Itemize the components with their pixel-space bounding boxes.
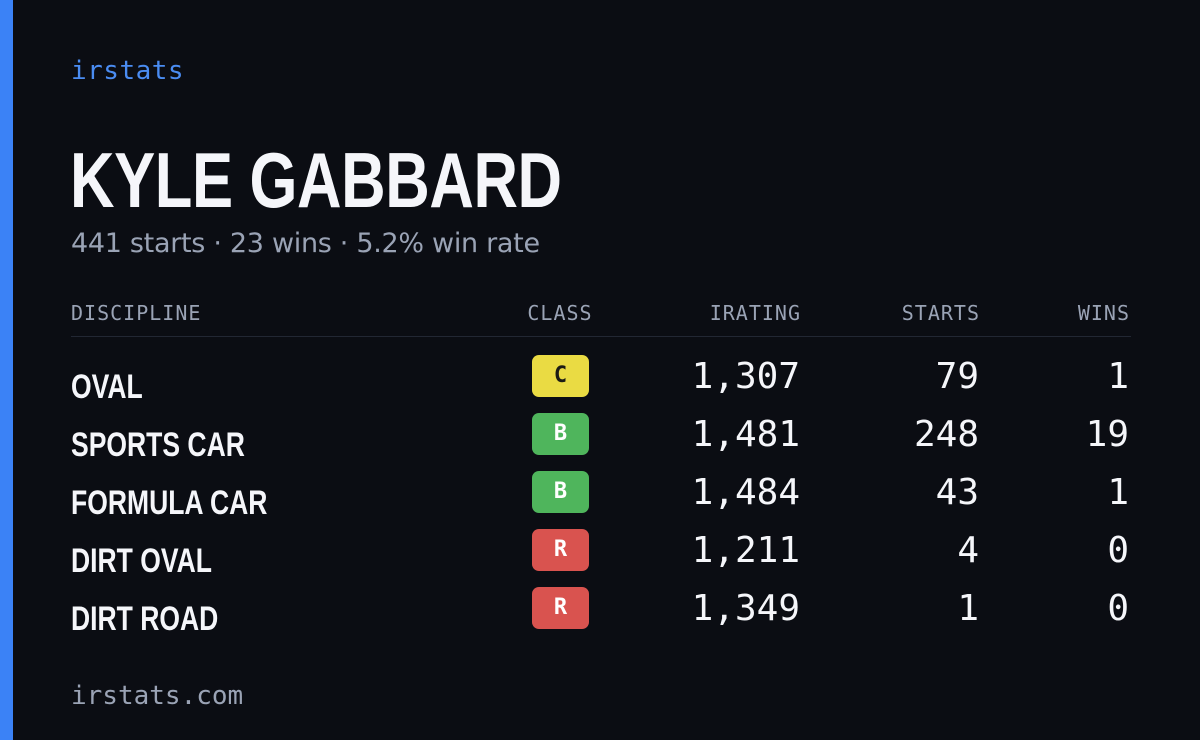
header-discipline: DISCIPLINE	[71, 301, 202, 325]
accent-bar	[0, 0, 13, 740]
discipline-name: DIRT ROAD	[71, 600, 219, 638]
irating-value: 1,307	[691, 356, 800, 397]
table-row-sports-car: SPORTS CAR B 1,481 248 19	[71, 412, 1131, 470]
header-wins: WINS	[1077, 301, 1130, 325]
header-irating: IRATING	[709, 301, 801, 325]
discipline-name: DIRT OVAL	[71, 542, 212, 580]
brand-logo: irstats	[71, 56, 185, 86]
driver-summary: 441 starts · 23 wins · 5.2% win rate	[71, 228, 540, 259]
wins-value: 1	[1107, 356, 1129, 397]
discipline-name: SPORTS CAR	[71, 426, 245, 464]
irating-value: 1,481	[691, 414, 800, 455]
irating-value: 1,349	[691, 588, 800, 629]
table-row-formula-car: FORMULA CAR B 1,484 43 1	[71, 470, 1131, 528]
starts-value: 248	[913, 414, 979, 455]
driver-name: KYLE GABBARD	[70, 136, 562, 224]
wins-value: 0	[1107, 530, 1129, 571]
irating-value: 1,484	[691, 472, 800, 513]
table-row-dirt-oval: DIRT OVAL R 1,211 4 0	[71, 528, 1131, 586]
starts-value: 79	[935, 356, 979, 397]
header-class: CLASS	[527, 301, 593, 325]
table-row-oval: OVAL C 1,307 79 1	[71, 354, 1131, 412]
wins-value: 1	[1107, 472, 1129, 513]
footer-url[interactable]: irstats.com	[71, 681, 244, 711]
irating-value: 1,211	[691, 530, 800, 571]
wins-value: 0	[1107, 588, 1129, 629]
starts-value: 43	[935, 472, 979, 513]
table-header: DISCIPLINE CLASS IRATING STARTS WINS	[71, 290, 1131, 337]
table-row-dirt-road: DIRT ROAD R 1,349 1 0	[71, 586, 1131, 644]
discipline-name: OVAL	[71, 368, 143, 406]
wins-value: 19	[1085, 414, 1129, 455]
table-body: OVAL C 1,307 79 1 SPORTS CAR B 1,481 248…	[71, 354, 1131, 644]
class-badge: B	[532, 413, 589, 455]
class-badge: C	[532, 355, 589, 397]
class-badge: R	[532, 587, 589, 629]
class-badge: R	[532, 529, 589, 571]
discipline-name: FORMULA CAR	[71, 484, 268, 522]
discipline-table: DISCIPLINE CLASS IRATING STARTS WINS OVA…	[71, 290, 1131, 644]
starts-value: 4	[957, 530, 979, 571]
header-starts: STARTS	[901, 301, 980, 325]
class-badge: B	[532, 471, 589, 513]
starts-value: 1	[957, 588, 979, 629]
